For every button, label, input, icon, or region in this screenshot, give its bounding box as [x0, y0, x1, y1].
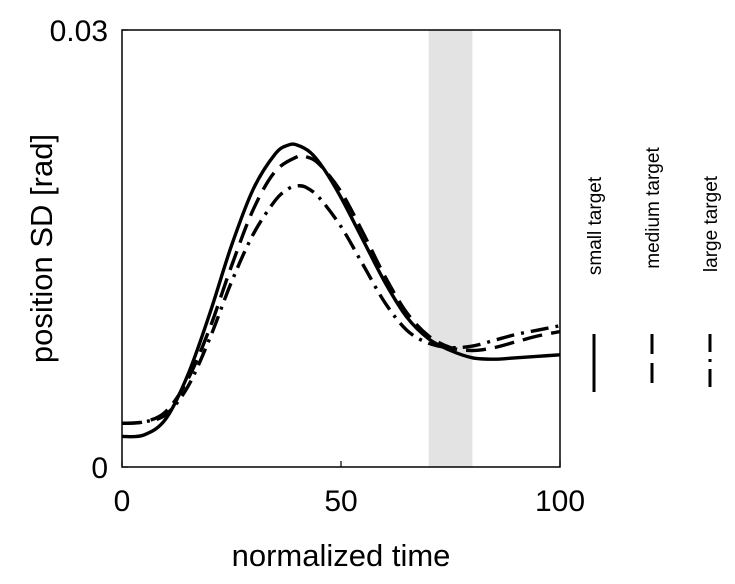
y-tick-label: 0 — [91, 452, 108, 485]
legend-label-medium-target: medium target — [643, 147, 664, 269]
x-tick-label: 0 — [114, 485, 131, 518]
x-tick-label: 100 — [535, 485, 585, 518]
ticks-layer: 0 50 100 0 0.03 — [50, 15, 585, 518]
x-axis-label: normalized time — [232, 538, 451, 573]
series-layer — [121, 142, 561, 439]
legend-label-small-target: small target — [585, 176, 606, 275]
y-axis-label: position SD [rad] — [24, 134, 59, 363]
x-tick-label: 50 — [324, 485, 357, 518]
series-line-medium-target — [121, 153, 561, 425]
y-tick-label: 0.03 — [50, 15, 108, 48]
series-line-large-target — [121, 184, 561, 425]
shaded-region — [428, 30, 473, 467]
plot-frame — [121, 29, 561, 468]
legend: small target medium target large target — [585, 147, 722, 392]
series-line-small-target — [121, 142, 561, 439]
legend-label-large-target: large target — [701, 175, 722, 272]
